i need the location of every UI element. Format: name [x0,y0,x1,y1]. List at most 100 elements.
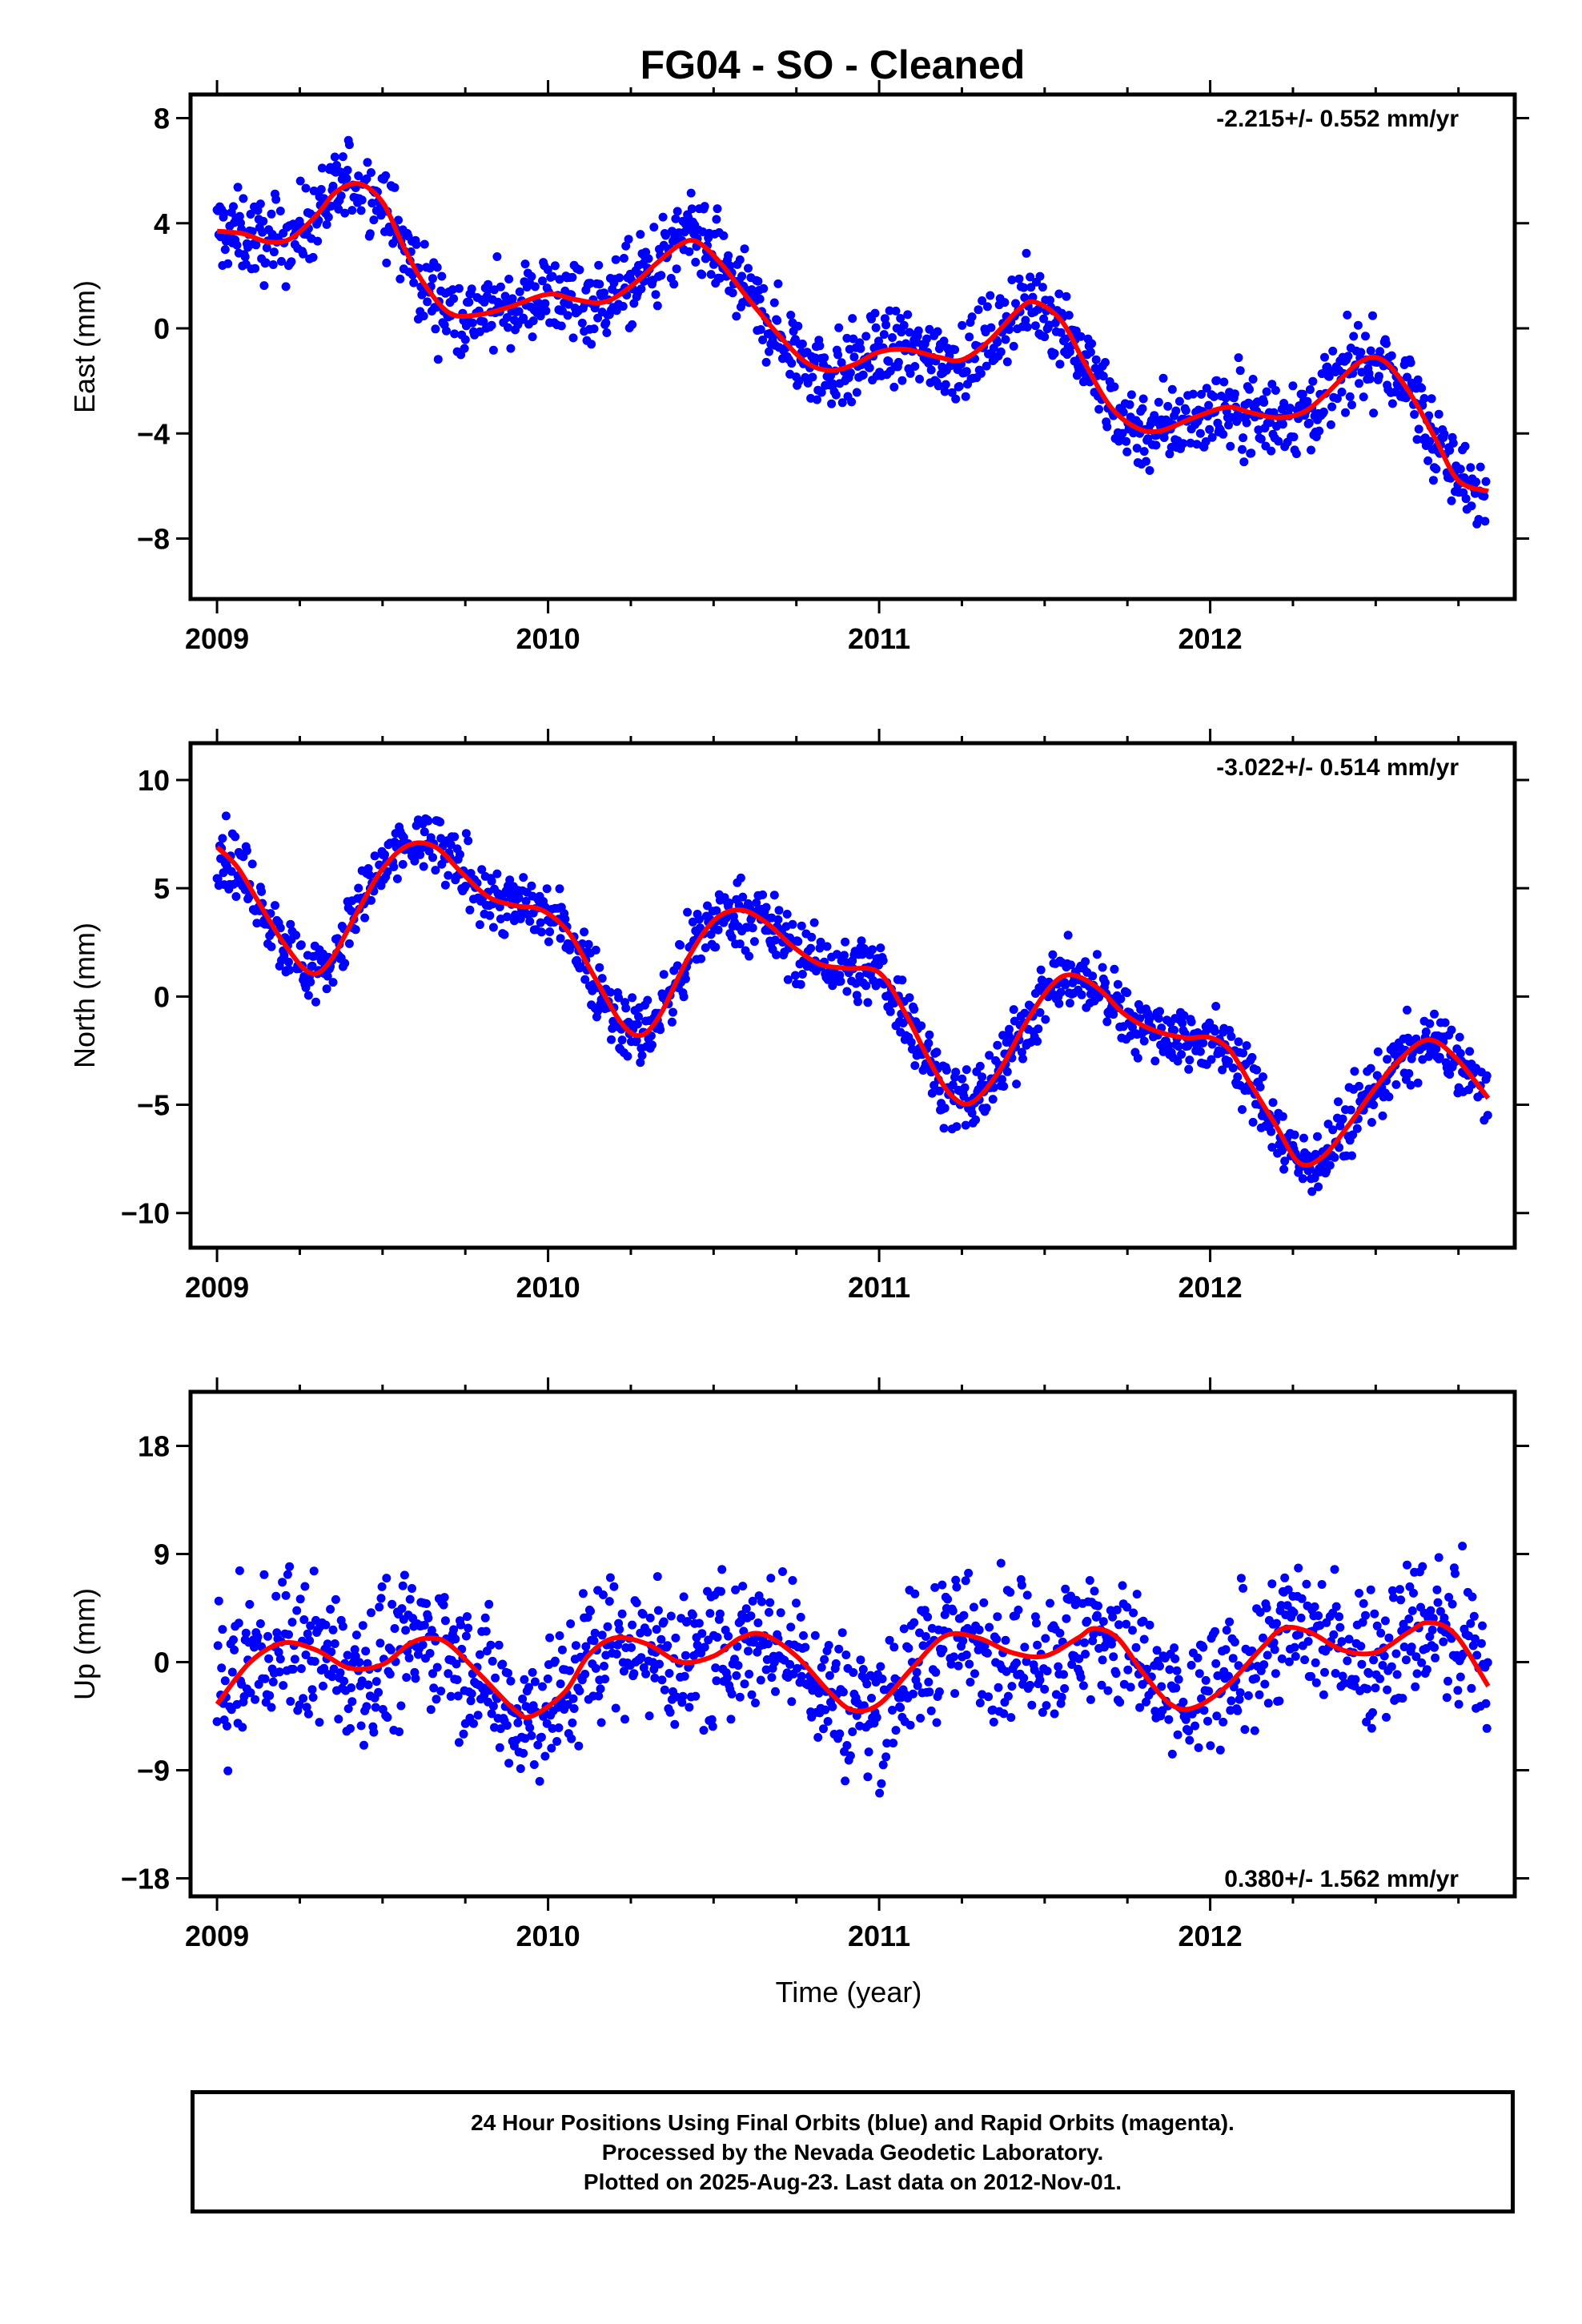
data-point [1260,1679,1270,1689]
data-point [488,923,498,932]
data-point [322,984,331,994]
data-point [1279,399,1289,408]
data-point [1412,435,1422,444]
data-point [1359,1598,1368,1608]
data-point [344,140,354,150]
data-point [1014,1605,1023,1614]
data-point [1107,1639,1116,1649]
data-point [1122,1602,1132,1612]
data-point [394,215,403,225]
data-point [961,1576,970,1586]
data-point [1315,426,1324,436]
data-point [398,1581,408,1590]
data-point [1238,1105,1247,1114]
data-point [738,1582,748,1591]
data-point [488,345,498,355]
data-point [268,260,278,269]
data-point [855,971,865,981]
data-point [865,363,874,372]
data-point [1332,394,1342,404]
data-point [1387,1586,1397,1595]
data-point [543,265,552,275]
data-point [1274,436,1283,446]
data-point [628,1620,637,1630]
data-point [306,977,315,987]
data-point [454,283,464,293]
data-point [752,898,761,907]
data-point [728,288,737,298]
data-point [334,204,343,214]
data-point [1251,1674,1260,1683]
data-point [301,183,311,193]
data-point [1042,1667,1052,1676]
data-point [926,365,936,375]
data-point [646,1031,656,1040]
data-point [1165,449,1174,459]
data-point [733,1642,742,1651]
data-point [1263,1651,1272,1660]
data-point [1368,311,1377,320]
data-point [400,1570,409,1580]
data-point [910,1061,920,1071]
data-point [422,1599,432,1608]
data-point [683,907,693,917]
data-point [399,833,408,842]
data-point [1002,357,1012,367]
data-point [555,884,564,894]
data-point [797,340,807,348]
data-point [428,853,437,862]
data-point [765,1598,775,1607]
data-point [543,1674,552,1683]
data-point [1154,1014,1163,1023]
data-point [519,873,528,883]
data-point [975,1699,985,1707]
data-point [488,1656,497,1666]
data-point [878,1760,888,1770]
data-point [525,917,535,926]
data-point [974,305,983,315]
data-point [286,1697,295,1706]
data-point [1483,1658,1492,1667]
data-point [234,1618,243,1628]
data-point [1472,1651,1482,1660]
data-point [1242,418,1251,428]
data-point [1185,1735,1195,1745]
data-point [992,1634,1002,1644]
data-point [845,1751,855,1760]
data-point [941,380,950,389]
data-point [934,381,943,391]
data-point [876,943,885,953]
data-point [1283,1585,1293,1594]
data-point [419,862,428,871]
data-point [460,344,469,353]
data-point [925,324,934,334]
data-point [1201,1675,1211,1685]
data-point [367,895,375,905]
data-point [998,1075,1006,1084]
data-point [910,1589,920,1598]
data-point [1019,1673,1029,1683]
data-point [726,1715,736,1724]
data-point [265,1691,275,1700]
data-point [420,1620,429,1630]
east-model-curve [216,181,1489,494]
x-tick-label: 2011 [848,1920,910,1952]
data-point [1167,384,1177,394]
data-point [1376,1628,1386,1638]
data-point [498,1659,508,1669]
data-point [307,1685,317,1695]
data-point [1146,1012,1155,1022]
data-point [745,951,754,961]
data-point [251,1695,260,1704]
data-point [769,298,779,308]
data-point [1363,1684,1372,1694]
data-point [1061,980,1070,990]
data-point [964,1568,974,1578]
data-point [308,1693,318,1702]
data-point [308,252,318,262]
data-point [672,1692,681,1702]
data-point [300,1582,310,1591]
data-point [580,1670,590,1679]
data-point [913,326,923,336]
data-point [899,1624,909,1634]
